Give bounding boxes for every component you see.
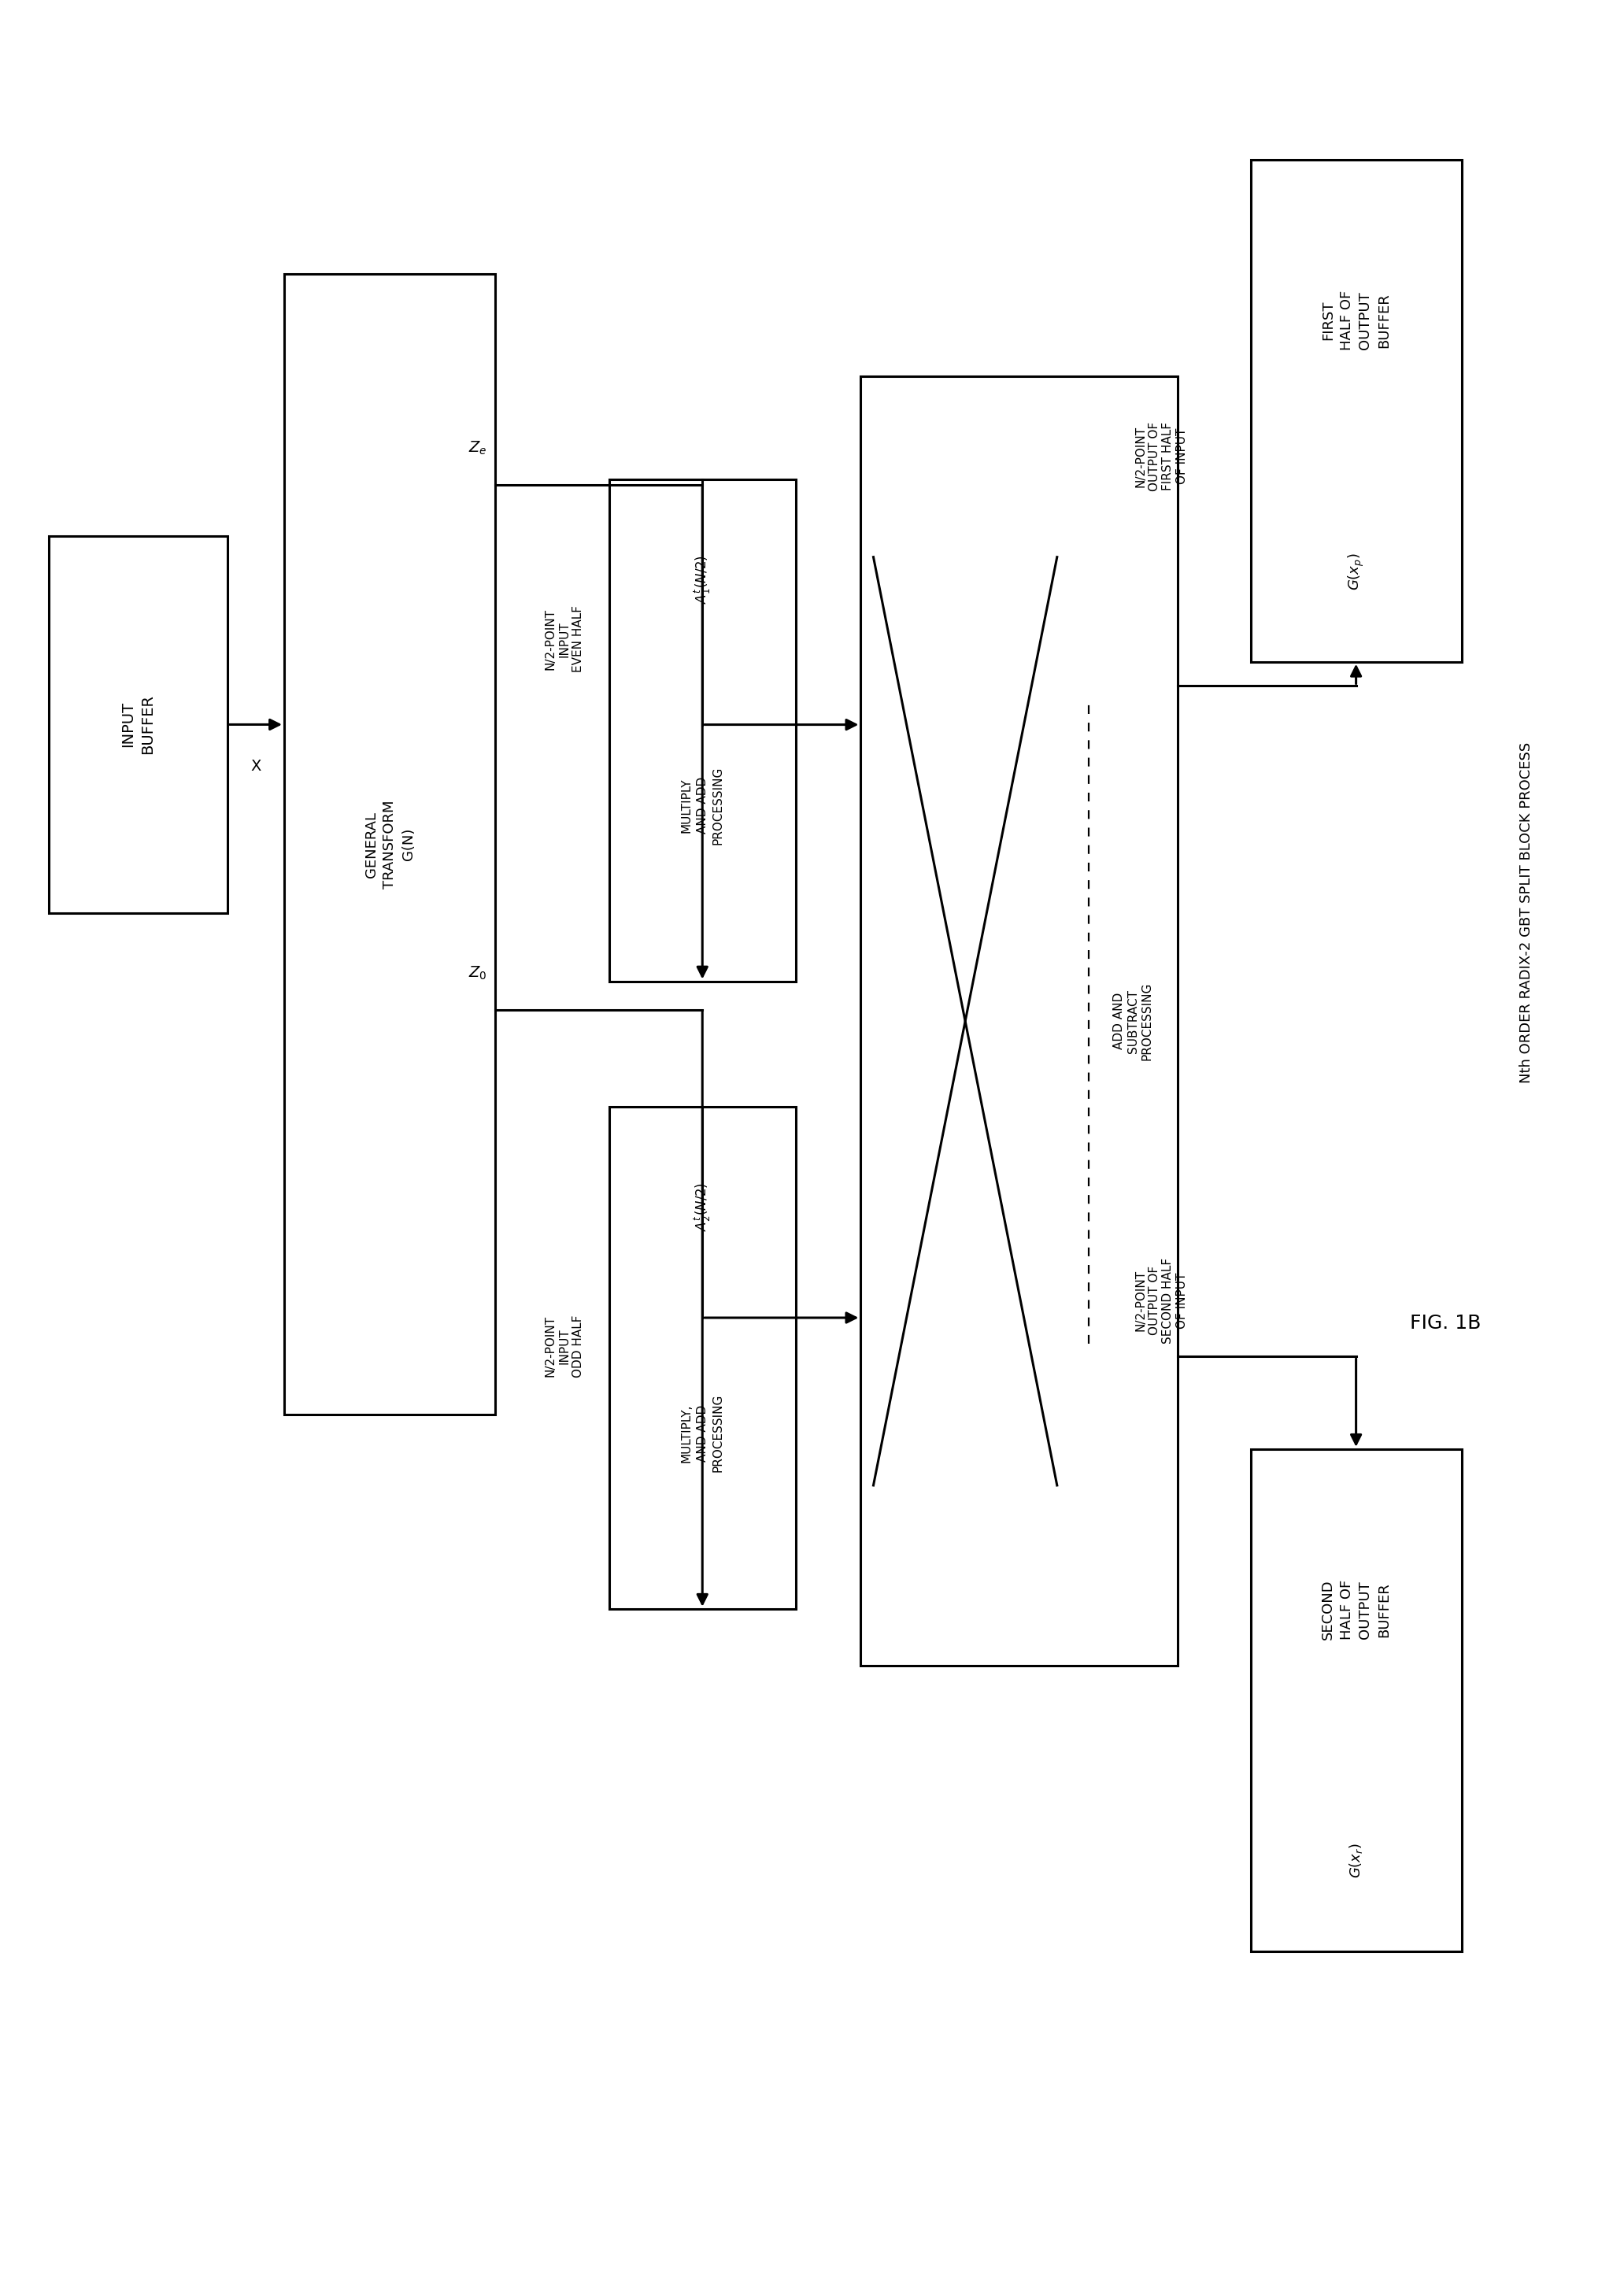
Bar xyxy=(609,1107,796,1609)
Text: ADD AND
SUBTRACT
PROCESSING: ADD AND SUBTRACT PROCESSING xyxy=(1114,981,1153,1061)
Text: N/2-POINT
OUTPUT OF
FIRST HALF
OF INPUT: N/2-POINT OUTPUT OF FIRST HALF OF INPUT xyxy=(1135,422,1187,491)
Text: $G(x_r)$: $G(x_r)$ xyxy=(1348,1844,1364,1878)
Text: Nth ORDER RADIX-2 GBT SPLIT BLOCK PROCESS: Nth ORDER RADIX-2 GBT SPLIT BLOCK PROCES… xyxy=(1520,742,1533,1084)
Bar xyxy=(284,274,495,1415)
Bar xyxy=(1250,160,1462,662)
Text: MULTIPLY
AND ADD
PROCESSING: MULTIPLY AND ADD PROCESSING xyxy=(680,767,724,844)
Text: GENERAL
TRANSFORM
G(N): GENERAL TRANSFORM G(N) xyxy=(364,801,416,888)
Text: X: X xyxy=(250,758,261,774)
Text: $A_1^t(N/2)$: $A_1^t(N/2)$ xyxy=(692,555,713,605)
Bar xyxy=(609,479,796,981)
Text: SECOND
HALF OF
OUTPUT
BUFFER: SECOND HALF OF OUTPUT BUFFER xyxy=(1320,1579,1392,1641)
Text: N/2-POINT
OUTPUT OF
SECOND HALF
OF INPUT: N/2-POINT OUTPUT OF SECOND HALF OF INPUT xyxy=(1135,1257,1187,1344)
Text: $Z_0$: $Z_0$ xyxy=(469,965,487,981)
Text: INPUT
BUFFER: INPUT BUFFER xyxy=(120,694,156,755)
Text: $G(x_p)$: $G(x_p)$ xyxy=(1346,552,1366,591)
Bar xyxy=(1250,1449,1462,1951)
Text: $Z_e$: $Z_e$ xyxy=(469,440,487,456)
Text: FIRST
HALF OF
OUTPUT
BUFFER: FIRST HALF OF OUTPUT BUFFER xyxy=(1320,290,1392,351)
Text: MULTIPLY,
AND ADD
PROCESSING: MULTIPLY, AND ADD PROCESSING xyxy=(680,1394,724,1472)
Bar xyxy=(861,377,1177,1666)
Text: FIG. 1B: FIG. 1B xyxy=(1410,1314,1481,1333)
Bar xyxy=(49,536,227,913)
Text: N/2-POINT
INPUT
EVEN HALF: N/2-POINT INPUT EVEN HALF xyxy=(544,605,585,673)
Text: N/2-POINT
INPUT
ODD HALF: N/2-POINT INPUT ODD HALF xyxy=(544,1314,585,1378)
Text: $A_2^t(N/2)$: $A_2^t(N/2)$ xyxy=(692,1182,713,1232)
